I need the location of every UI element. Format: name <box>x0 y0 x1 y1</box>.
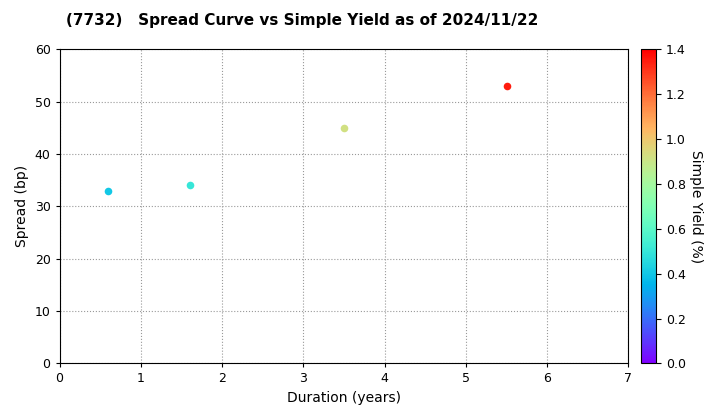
Point <box>338 125 350 131</box>
X-axis label: Duration (years): Duration (years) <box>287 391 401 405</box>
Text: (7732)   Spread Curve vs Simple Yield as of 2024/11/22: (7732) Spread Curve vs Simple Yield as o… <box>66 13 539 28</box>
Point <box>501 83 513 89</box>
Point <box>102 187 114 194</box>
Y-axis label: Simple Yield (%): Simple Yield (%) <box>688 150 703 263</box>
Point <box>184 182 195 189</box>
Y-axis label: Spread (bp): Spread (bp) <box>15 165 29 247</box>
